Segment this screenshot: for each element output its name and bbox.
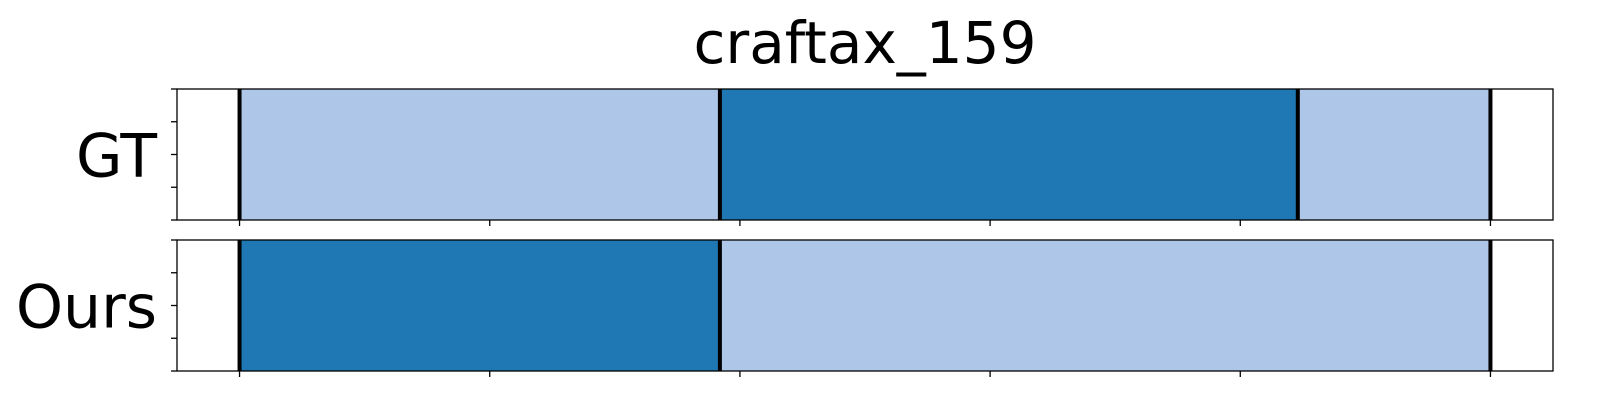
panel-gt: GT [76, 88, 1554, 226]
segment-gt-0 [239, 89, 720, 220]
row-label-gt: GT [76, 122, 157, 192]
row-label-ours: Ours [16, 273, 157, 343]
panel-ours: Ours [16, 239, 1554, 377]
segment-ours-1 [719, 240, 1491, 371]
chart-title: craftax_159 [694, 9, 1037, 77]
segment-gt-2 [1297, 89, 1491, 220]
segment-ours-0 [239, 240, 720, 371]
panels: GT Ours [16, 88, 1554, 377]
segment-gt-1 [719, 89, 1298, 220]
